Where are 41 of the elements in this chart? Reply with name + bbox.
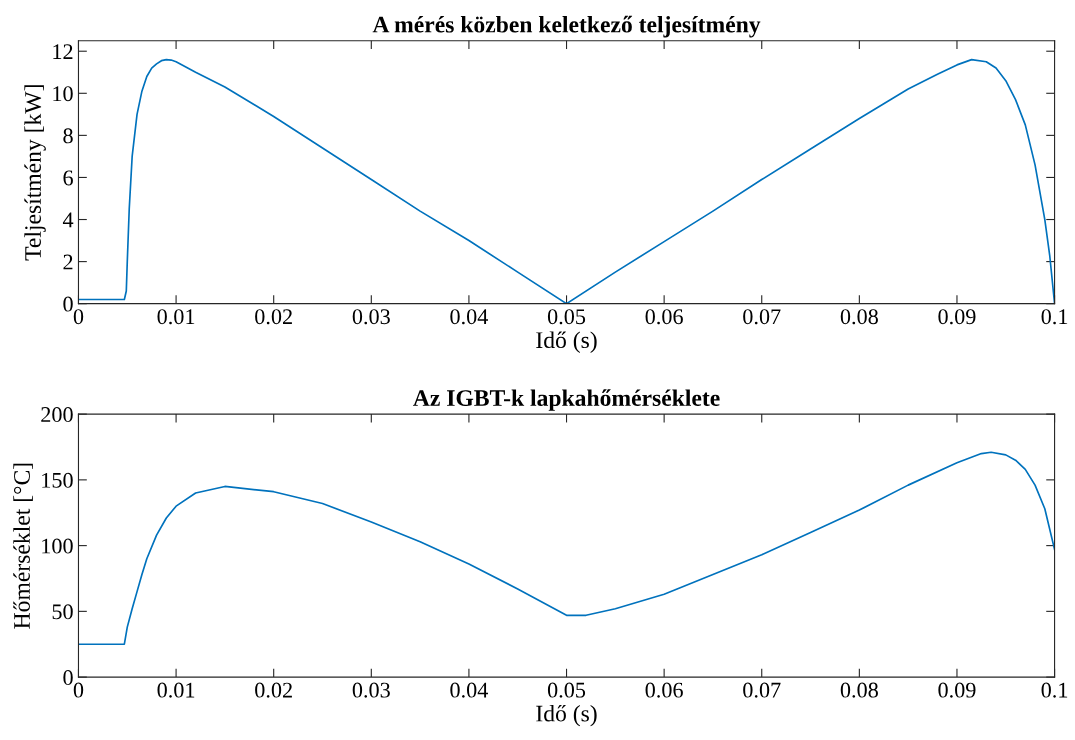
chart-title: Az IGBT-k lapkahőmérséklete xyxy=(413,389,720,411)
x-tick-label: 0.09 xyxy=(938,309,976,325)
y-tick-label: 6 xyxy=(63,170,73,186)
x-tick-label: 0 xyxy=(73,682,84,698)
x-tick-label: 0.08 xyxy=(840,682,878,698)
x-tick-label: 0.03 xyxy=(352,682,390,698)
x-tick-label: 0.1 xyxy=(1041,309,1068,325)
y-tick-label: 100 xyxy=(42,538,73,554)
x-tick-label: 0.07 xyxy=(743,682,781,698)
x-tick-label: 0.02 xyxy=(255,309,292,325)
x-tick-label: 0.09 xyxy=(938,682,976,698)
x-tick-label: 0.06 xyxy=(645,682,683,698)
y-axis-title: Teljesítmény [kW] xyxy=(24,85,46,261)
x-tick-label: 0.1 xyxy=(1041,682,1068,698)
y-tick-label: 10 xyxy=(53,86,73,102)
x-tick-label: 0.04 xyxy=(450,309,489,325)
y-tick-label: 0 xyxy=(63,670,73,686)
x-tick-label: 0 xyxy=(73,309,84,325)
y-tick-label: 4 xyxy=(62,212,74,228)
x-axis-title: Idő (s) xyxy=(536,704,597,727)
x-tick-label: 0.04 xyxy=(450,682,489,698)
y-tick-label: 8 xyxy=(63,128,73,144)
y-tick-label: 200 xyxy=(41,407,73,423)
x-tick-label: 0.01 xyxy=(157,682,195,698)
x-tick-label: 0.06 xyxy=(645,309,683,325)
y-tick-label: 150 xyxy=(42,472,73,488)
x-tick-label: 0.07 xyxy=(743,309,781,325)
x-tick-label: 0.05 xyxy=(547,682,586,698)
x-tick-label: 0.01 xyxy=(157,309,195,325)
y-tick-label: 50 xyxy=(52,604,73,620)
y-tick-label: 0 xyxy=(63,296,73,312)
x-tick-label: 0.02 xyxy=(255,682,292,698)
y-tick-label: 12 xyxy=(53,44,73,59)
x-tick-label: 0.03 xyxy=(352,309,390,325)
x-tick-label: 0.05 xyxy=(547,309,586,325)
x-tick-label: 0.08 xyxy=(840,309,878,325)
line-series xyxy=(78,451,1055,646)
chart-title: A mérés közben keletkező teljesítmény xyxy=(372,15,761,38)
x-axis-title: Idő (s) xyxy=(536,331,597,353)
y-tick-label: 2 xyxy=(63,254,73,270)
y-axis-title: Hőmérséklet [°C] xyxy=(13,463,33,629)
